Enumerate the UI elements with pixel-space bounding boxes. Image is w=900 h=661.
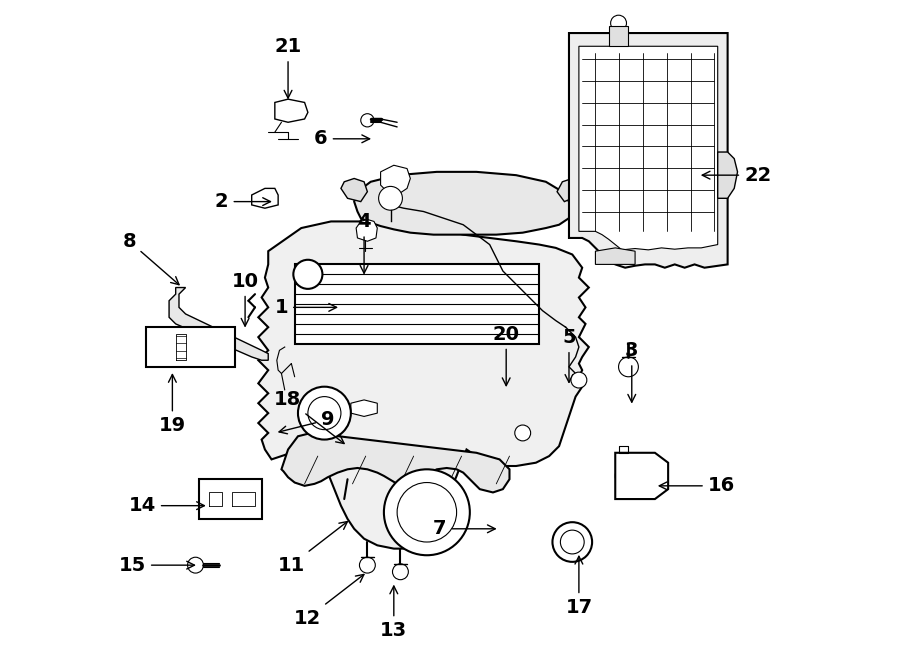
Text: 10: 10 [231, 272, 258, 326]
Polygon shape [557, 178, 579, 202]
Circle shape [293, 260, 322, 289]
Text: 21: 21 [274, 37, 302, 98]
Text: 16: 16 [659, 477, 735, 495]
Circle shape [618, 357, 638, 377]
Text: 14: 14 [129, 496, 204, 515]
Circle shape [515, 425, 531, 441]
Circle shape [298, 387, 351, 440]
Text: 13: 13 [381, 586, 408, 641]
Polygon shape [351, 400, 377, 416]
Circle shape [361, 114, 374, 127]
Polygon shape [252, 188, 278, 208]
Polygon shape [717, 152, 737, 198]
Circle shape [616, 459, 648, 492]
Polygon shape [381, 165, 410, 195]
Polygon shape [608, 26, 628, 46]
Polygon shape [569, 33, 727, 268]
Polygon shape [596, 248, 635, 264]
Polygon shape [146, 327, 235, 367]
Circle shape [392, 564, 409, 580]
Polygon shape [169, 288, 268, 360]
Text: 19: 19 [158, 375, 186, 436]
Polygon shape [294, 264, 539, 344]
Polygon shape [258, 221, 589, 549]
Text: 20: 20 [492, 325, 519, 385]
Polygon shape [355, 172, 572, 235]
Circle shape [359, 557, 375, 573]
Text: 3: 3 [625, 341, 638, 402]
Polygon shape [356, 219, 377, 241]
Text: 2: 2 [215, 192, 271, 211]
Text: 8: 8 [122, 232, 179, 285]
Polygon shape [282, 433, 509, 492]
Text: 1: 1 [274, 298, 337, 317]
Circle shape [610, 15, 626, 31]
Circle shape [571, 372, 587, 388]
Text: 15: 15 [119, 556, 194, 574]
Circle shape [187, 557, 203, 573]
Polygon shape [616, 453, 668, 499]
Text: 5: 5 [562, 328, 576, 382]
Text: 4: 4 [357, 212, 371, 273]
Text: 22: 22 [702, 166, 771, 184]
Text: 18: 18 [274, 391, 344, 444]
Text: 6: 6 [314, 130, 370, 148]
Text: 17: 17 [565, 557, 592, 617]
Circle shape [384, 469, 470, 555]
Circle shape [342, 494, 357, 510]
Text: 11: 11 [277, 522, 347, 574]
Polygon shape [579, 46, 717, 250]
Text: 9: 9 [279, 410, 335, 434]
Polygon shape [341, 178, 367, 202]
Polygon shape [199, 479, 262, 519]
Circle shape [553, 522, 592, 562]
Text: 7: 7 [433, 520, 495, 538]
Circle shape [379, 186, 402, 210]
Text: 12: 12 [294, 574, 364, 627]
Polygon shape [274, 99, 308, 122]
